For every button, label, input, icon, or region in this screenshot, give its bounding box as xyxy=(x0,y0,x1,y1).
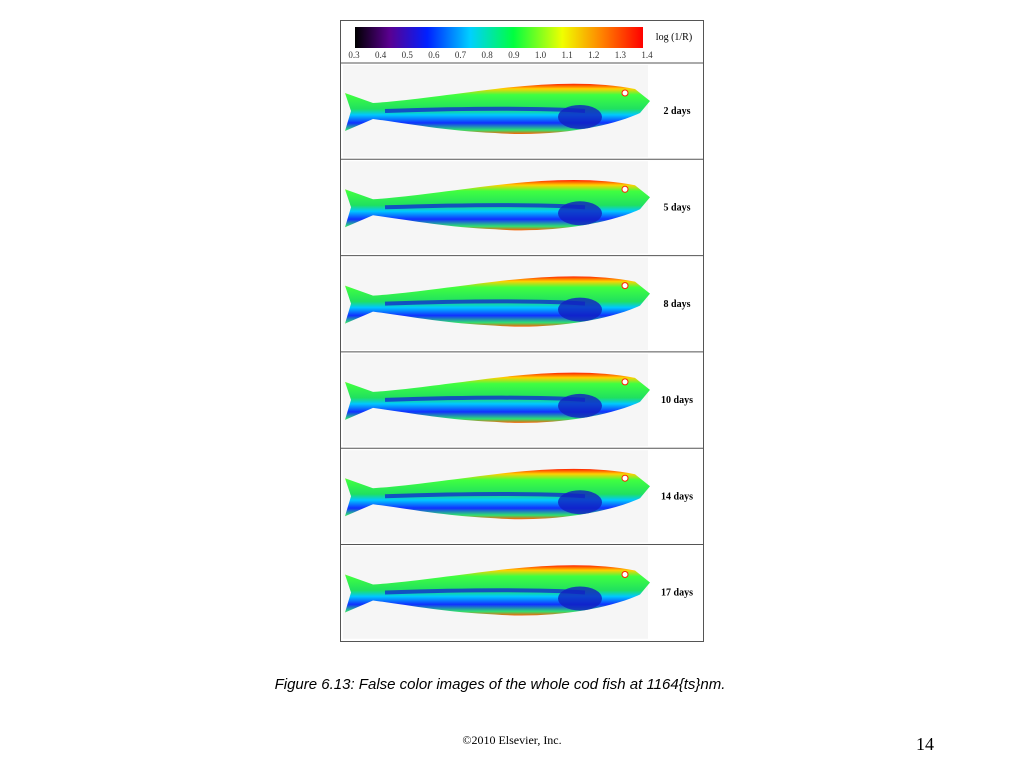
caption: Figure 6.13: False color images of the w… xyxy=(274,676,726,693)
colorbar-tick-label: 1.3 xyxy=(615,50,627,60)
figure: log (1/R) 0.3 0.4 0.5 0.6 0.7 0.8 0.9 1.0 1.1 1.2 1… xyxy=(340,20,704,642)
panel-label: 2 days xyxy=(664,106,691,117)
colorbar-label: log (1/R) xyxy=(656,32,692,43)
panel-label: 10 days xyxy=(661,395,693,406)
colorbar-tick-label: 0.8 xyxy=(482,50,494,60)
panel-label: 17 days xyxy=(661,588,693,599)
copyright: ©2010 Elsevier, Inc. xyxy=(462,733,562,747)
colorbar-tick-label: 0.3 xyxy=(348,50,360,60)
colorbar-tick-label: 0.9 xyxy=(508,50,520,60)
colorbar-tick-label: 0.6 xyxy=(428,50,440,60)
panel-label: 14 days xyxy=(661,491,693,502)
colorbar-tick-label: 1.0 xyxy=(535,50,547,60)
panel-label: 5 days xyxy=(664,202,691,213)
colorbar xyxy=(355,27,643,48)
colorbar-tick-label: 0.4 xyxy=(375,50,387,60)
colorbar-tick-label: 0.5 xyxy=(402,50,414,60)
panel-label: 8 days xyxy=(664,299,691,310)
colorbar-tick-label: 1.2 xyxy=(588,50,599,60)
colorbar-tick-label: 1.1 xyxy=(561,50,572,60)
page-number: 14 xyxy=(916,734,934,754)
colorbar-tick-label: 0.7 xyxy=(455,50,467,60)
colorbar-tick-label: 1.4 xyxy=(641,50,653,60)
